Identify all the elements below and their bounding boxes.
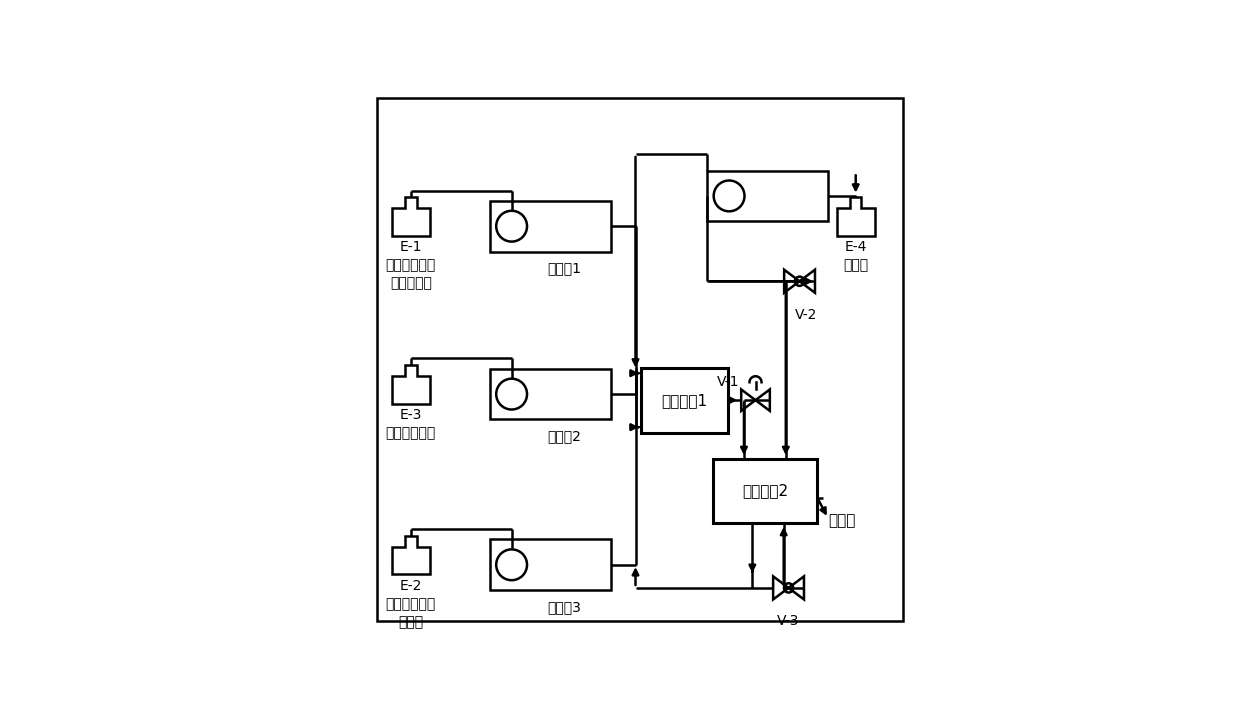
Text: 浓硫酸储液瓶: 浓硫酸储液瓶: [386, 426, 436, 440]
Text: 柱塞泵3: 柱塞泵3: [547, 600, 580, 614]
Text: E-3: E-3: [399, 408, 422, 422]
Bar: [490, 369, 611, 420]
Text: V-2: V-2: [795, 307, 817, 322]
Text: E-2: E-2: [399, 579, 422, 593]
Text: V-3: V-3: [777, 614, 800, 628]
Text: 循环水: 循环水: [843, 258, 868, 272]
Text: 储液瓶: 储液瓶: [398, 615, 423, 629]
Text: 接液口: 接液口: [828, 513, 856, 528]
Text: E-4: E-4: [844, 240, 867, 255]
Bar: [707, 171, 828, 221]
Text: 柱塞泵2: 柱塞泵2: [547, 429, 580, 443]
Text: V-1: V-1: [717, 375, 739, 389]
Text: 溶液储液瓶: 溶液储液瓶: [389, 277, 432, 290]
Bar: [490, 539, 611, 590]
Text: 柱塞泵1: 柱塞泵1: [547, 262, 580, 275]
Bar: [641, 368, 728, 433]
Text: 微反应器2: 微反应器2: [742, 483, 787, 498]
Text: 淬灭剂（水）: 淬灭剂（水）: [386, 597, 436, 611]
Bar: [713, 458, 817, 523]
Text: 微反应器1: 微反应器1: [661, 393, 708, 408]
Text: E-1: E-1: [399, 240, 422, 255]
Bar: [490, 201, 611, 252]
Text: 假性紫罗兰酮: 假性紫罗兰酮: [386, 258, 436, 272]
